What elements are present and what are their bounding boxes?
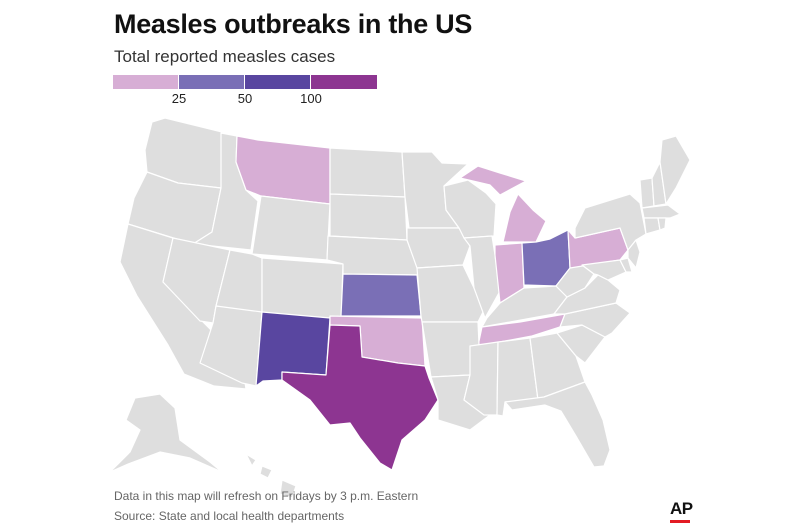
state-wyoming [251,195,331,261]
legend-swatch-2 [179,75,244,89]
state-new-york [574,193,647,251]
state-colorado [261,257,344,323]
state-connecticut [643,217,661,235]
state-rhode-island [657,217,667,231]
state-delaware [619,257,633,273]
legend-swatch-3 [245,75,310,89]
state-texas [281,324,439,471]
state-new-jersey [627,239,641,269]
state-north-dakota [329,147,406,198]
map-subtitle: Total reported measles cases [114,47,336,66]
refresh-note: Data in this map will refresh on Fridays… [114,489,419,503]
state-maine [659,135,691,205]
color-legend: 25 50 100 [113,75,377,111]
source-note: Source: State and local health departmen… [114,509,345,523]
state-iowa [406,227,471,269]
ap-logo-underline [670,520,690,523]
state-missouri [416,264,485,323]
legend-tick-25: 25 [171,91,187,106]
legend-swatch-4 [311,75,377,89]
state-alaska [109,393,223,473]
legend-tick-100: 100 [300,91,322,106]
state-massachusetts [641,204,681,219]
state-illinois [463,235,501,319]
state-wisconsin [443,179,497,239]
map-title: Measles outbreaks in the US [114,9,473,39]
state-south-dakota [329,193,408,241]
ap-logo: AP [670,499,693,518]
state-kansas [340,273,422,317]
state-south-carolina [556,324,606,364]
legend-tick-50: 50 [237,91,253,106]
legend-swatch-1 [113,75,178,89]
state-florida [504,381,611,468]
state-hawaii [245,453,297,499]
